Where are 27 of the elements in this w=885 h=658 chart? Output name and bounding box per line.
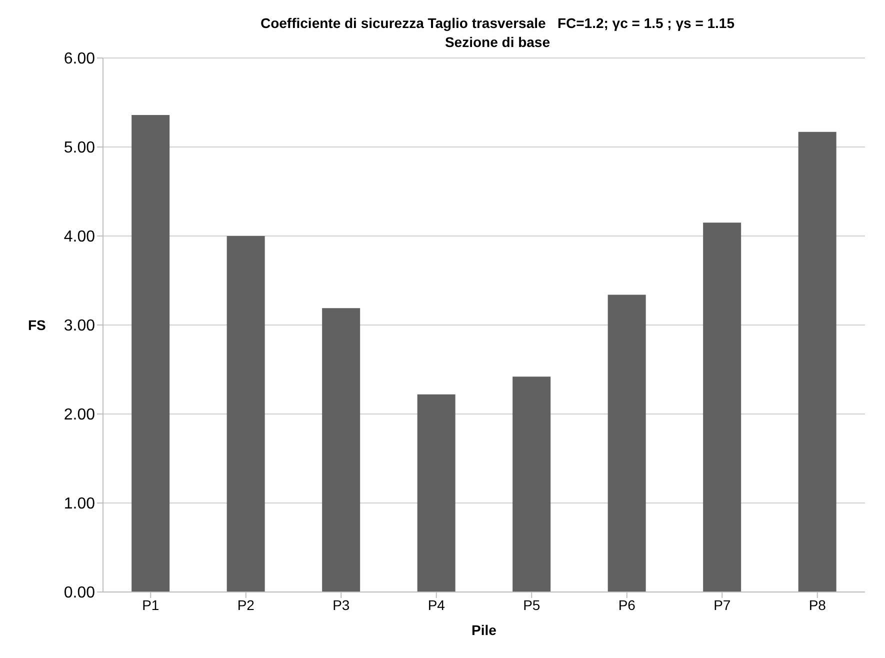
x-tick-label: P3 <box>332 596 350 613</box>
chart-title: Coefficiente di sicurezza Taglio trasversale FC=1.2; γc = 1.5 ; γs = 1.15 <box>259 14 736 33</box>
bar <box>132 114 170 592</box>
bar <box>608 294 646 592</box>
y-tick-label: 1.00 <box>64 496 96 513</box>
bar <box>322 308 360 592</box>
bar <box>798 132 836 592</box>
bar <box>226 236 265 592</box>
y-axis-title: FS <box>28 316 46 333</box>
x-tick-label: P7 <box>714 596 731 613</box>
y-tick-label: 0.00 <box>64 584 96 602</box>
chart-subtitle: Sezione di base <box>444 33 552 52</box>
bar <box>512 376 551 592</box>
x-tick-label: P4 <box>428 596 446 613</box>
y-tick-label: 3.00 <box>64 318 96 335</box>
x-axis-title: Pile <box>472 622 497 638</box>
x-tick-label: P1 <box>142 596 160 613</box>
x-tick-label: P6 <box>618 596 636 613</box>
y-tick-label: 5.00 <box>64 140 96 157</box>
y-tick-label: 6.00 <box>64 50 96 68</box>
bar <box>417 394 456 592</box>
x-tick-label: P2 <box>237 596 255 613</box>
x-tick-label: P5 <box>523 596 540 613</box>
bar <box>703 222 742 592</box>
y-tick-label: 4.00 <box>64 228 96 246</box>
y-tick-label: 2.00 <box>64 406 96 424</box>
x-tick-label: P8 <box>808 596 826 613</box>
